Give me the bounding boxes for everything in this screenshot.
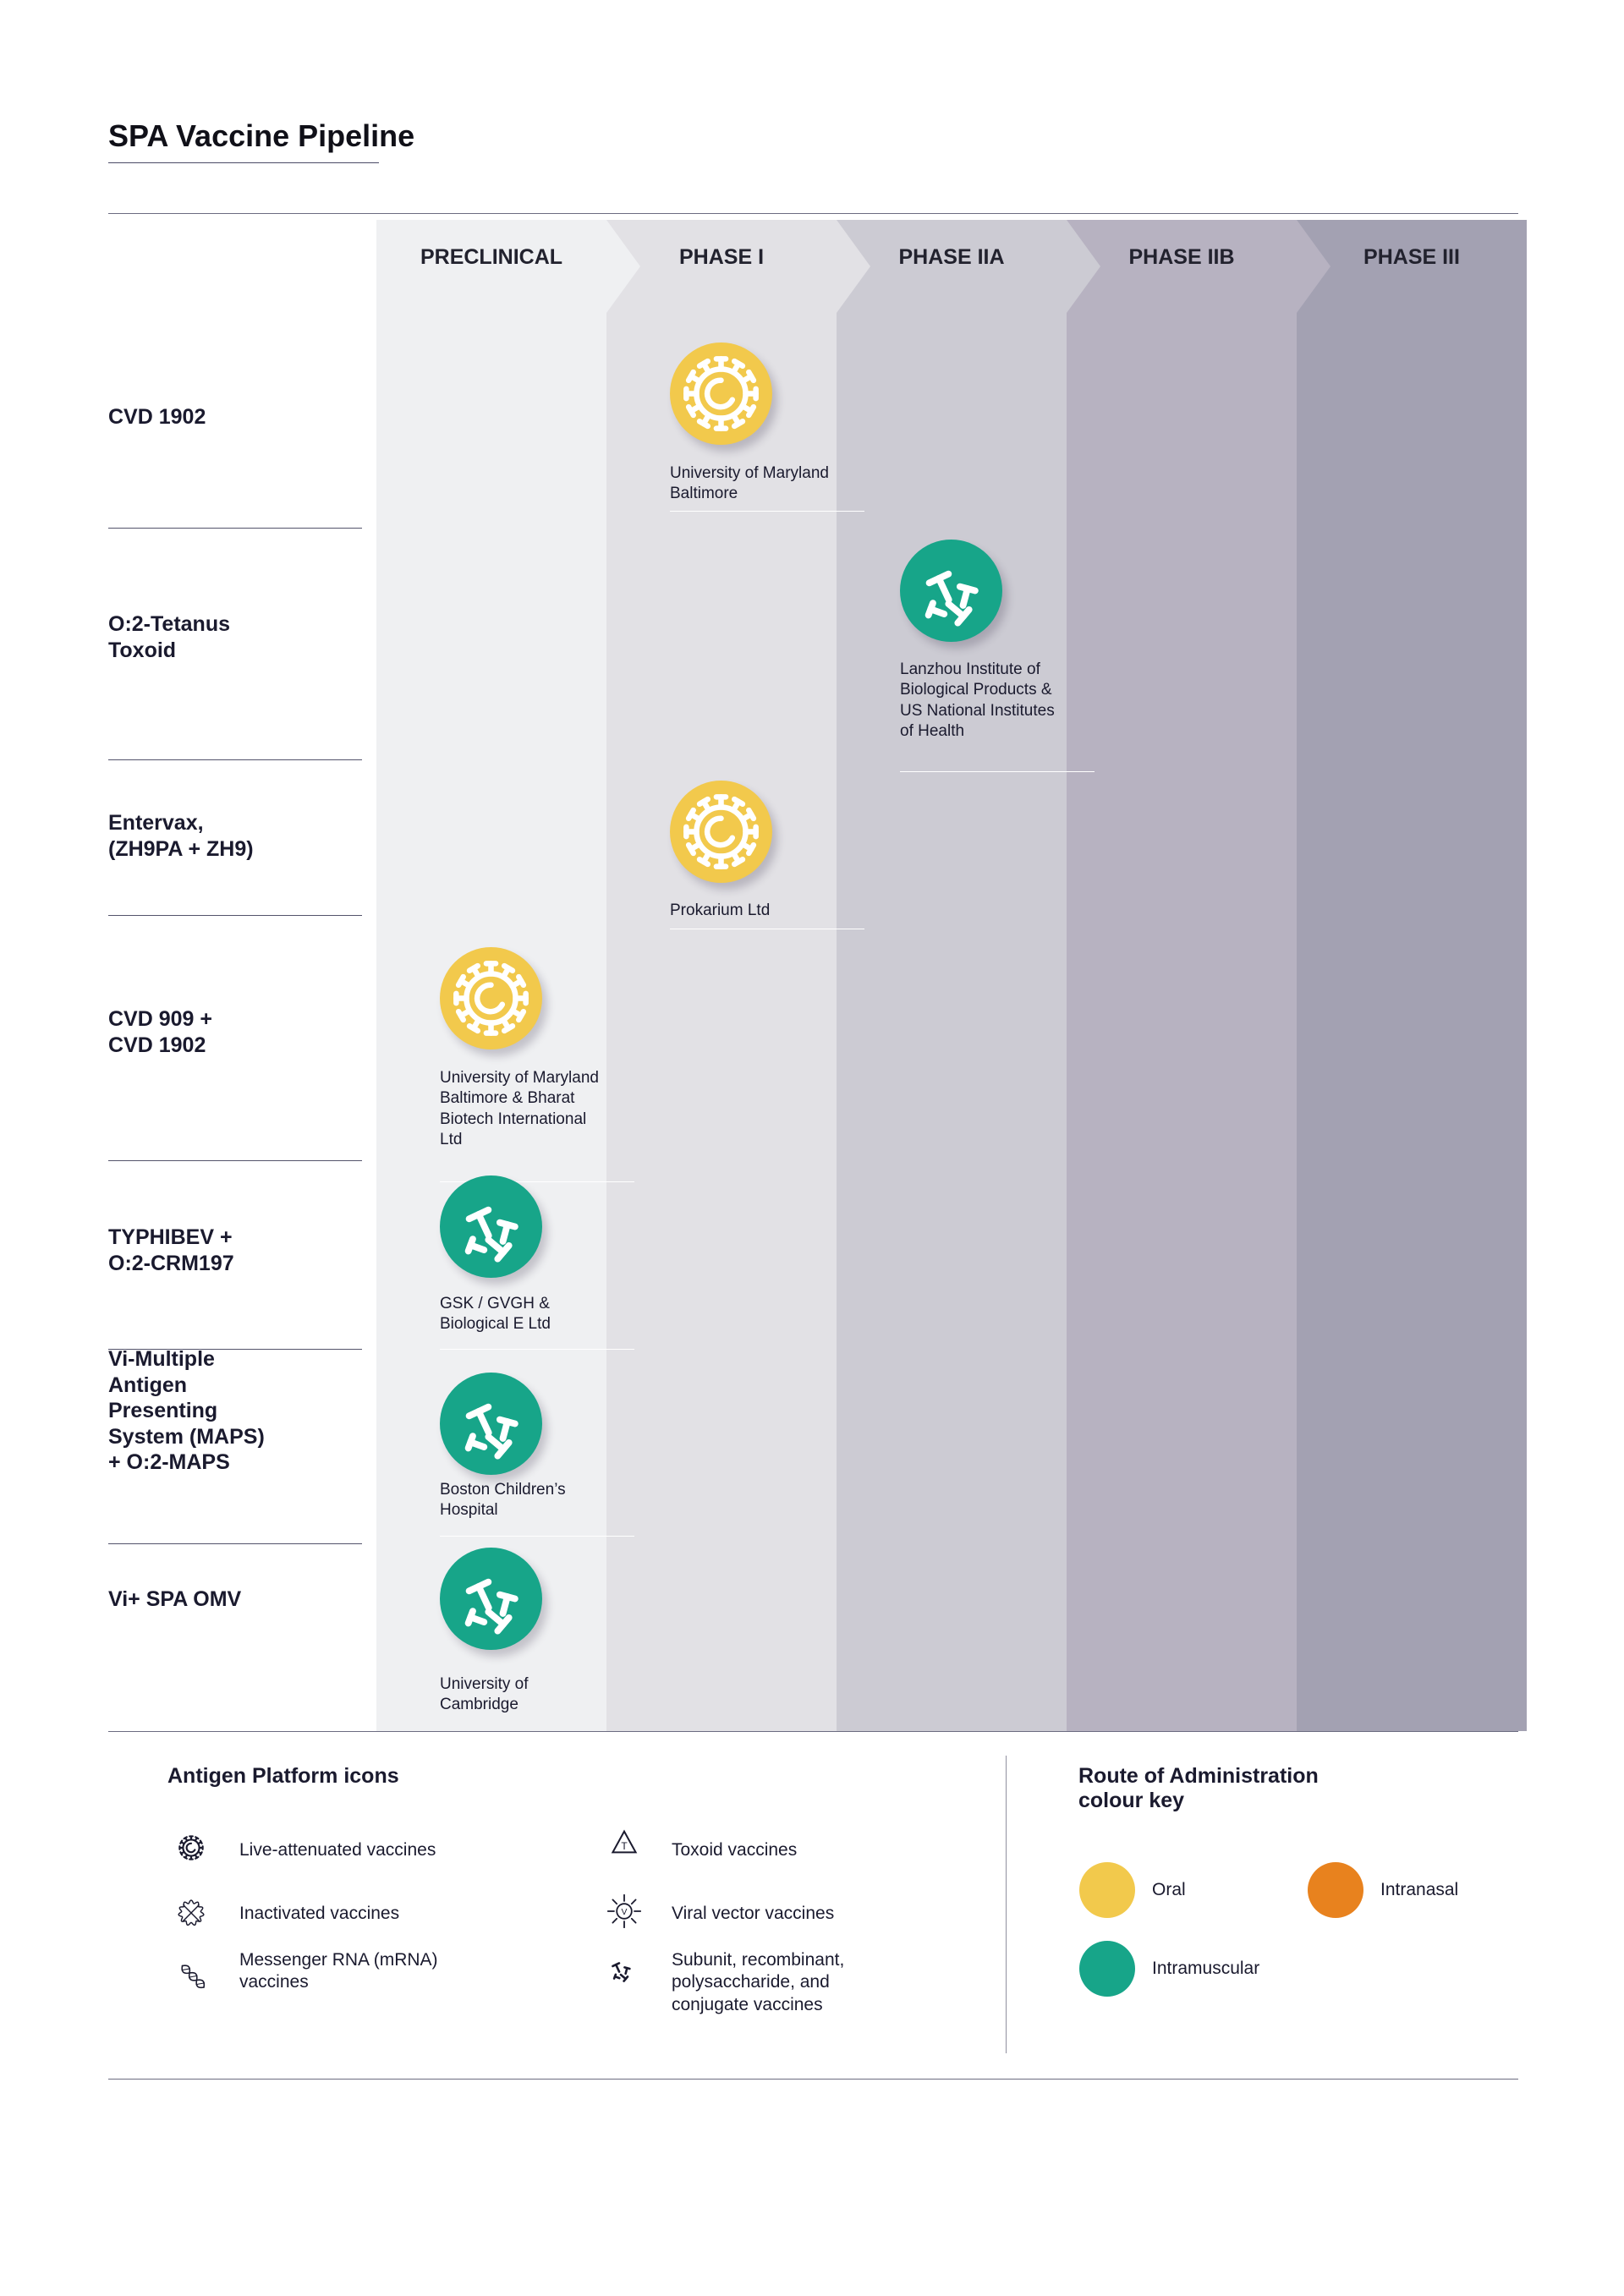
svg-text:V: V xyxy=(622,1908,628,1917)
svg-text:T: T xyxy=(621,1840,628,1852)
